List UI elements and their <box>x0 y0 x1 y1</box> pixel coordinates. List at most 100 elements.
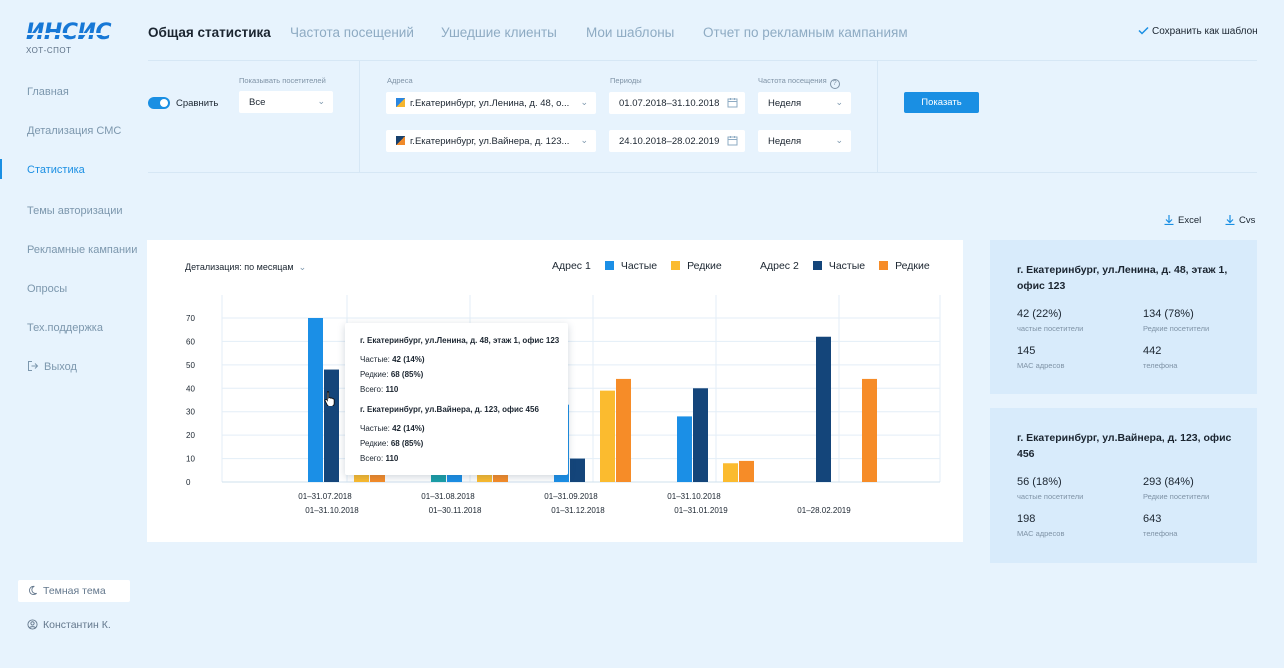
export-excel-button[interactable]: Excel <box>1164 214 1201 226</box>
compare-label: Сравнить <box>176 98 219 109</box>
card-1-frequent-caption: частые посетители <box>1017 324 1084 333</box>
tooltip-address-2: г. Екатеринбург, ул.Вайнера, д. 123, офи… <box>360 405 539 414</box>
bar-a2-frequent-4 <box>816 336 831 482</box>
export-cvs-button[interactable]: Cvs <box>1225 214 1255 226</box>
show-button[interactable]: Показать <box>904 92 979 113</box>
moon-icon <box>29 585 37 596</box>
stats-card-address-1: г. Екатеринбург, ул.Ленина, д. 48, этаж … <box>990 240 1257 394</box>
bar-a2-frequent-0 <box>324 369 339 482</box>
logout-label: Выход <box>44 361 77 373</box>
card-1-rare: 134 (78%) Редкие посетители <box>1143 308 1209 333</box>
frequency-2-select[interactable]: Неделя ⌄ <box>758 130 851 152</box>
sidebar-item-auth-themes[interactable]: Темы авторизации <box>27 205 123 217</box>
legend-address-2: Адрес 2 Частые Редкие <box>760 260 930 272</box>
legend-swatch-a2-frequent <box>812 261 822 270</box>
y-tick-label: 20 <box>186 431 195 440</box>
sidebar-item-sms-details[interactable]: Детализация СМС <box>27 125 122 137</box>
hand-cursor-icon <box>324 391 335 406</box>
tooltip-address-1: г. Екатеринбург, ул.Ленина, д. 48, этаж … <box>360 336 560 345</box>
card-2-mac-caption: МАС адресов <box>1017 529 1065 538</box>
card-1-rare-value: 134 (78%) <box>1143 308 1194 320</box>
user-profile[interactable]: Константин К. <box>27 619 111 631</box>
sidebar-item-support[interactable]: Тех.поддержка <box>27 322 103 334</box>
tab-my-templates[interactable]: Мои шаблоны <box>586 25 675 40</box>
tooltip-a2-frequent-value: 42 (14%) <box>392 424 425 433</box>
sidebar-item-logout[interactable]: Выход <box>27 360 77 373</box>
frequency-filter-label-text: Частота посещения <box>758 76 827 85</box>
tooltip-a1-total-value: 110 <box>385 385 399 394</box>
sidebar-active-marker <box>0 159 2 179</box>
bar-a2-rare-0 <box>370 474 385 482</box>
card-2-mac: 198 МАС адресов <box>1017 513 1064 538</box>
detail-select[interactable]: Детализация: по месяцам ⌄ <box>185 262 306 273</box>
address-1-select[interactable]: г.Екатеринбург, ул.Ленина, д. 48, о... ⌄ <box>386 92 596 114</box>
chevron-down-icon: ⌄ <box>580 135 588 145</box>
tab-ad-campaign-report[interactable]: Отчет по рекламным кампаниям <box>703 25 908 40</box>
x-label-period-1: 01–31.08.2018 <box>421 492 475 501</box>
address-2-color-icon <box>396 136 405 145</box>
calendar-icon[interactable] <box>727 97 738 108</box>
address-1-color-icon <box>396 98 405 107</box>
tooltip-rare-label: Редкие: <box>360 370 389 379</box>
help-icon[interactable]: ? <box>829 79 840 89</box>
period-1-input[interactable]: 01.07.2018–31.10.2018 <box>609 92 745 114</box>
card-2-phones-value: 643 <box>1143 513 1162 525</box>
tooltip-a2-frequent-row: Частые: 42 (14%) <box>360 424 568 433</box>
tooltip-a2-total-row: Всего: 110 <box>360 454 568 463</box>
address-2-select[interactable]: г.Екатеринбург, ул.Вайнера, д. 123... ⌄ <box>386 130 596 152</box>
x-label-period-2: 01–28.02.2019 <box>797 506 851 515</box>
legend-swatch-a2-rare <box>879 261 889 270</box>
card-2-frequent-caption: частые посетители <box>1017 492 1084 501</box>
chevron-down-icon: ⌄ <box>580 97 588 107</box>
compare-toggle[interactable] <box>148 97 170 109</box>
x-label-period-1: 01–31.07.2018 <box>298 492 352 501</box>
bar-a1-frequent-1 <box>431 474 446 482</box>
frequency-1-select[interactable]: Неделя ⌄ <box>758 92 851 114</box>
sidebar-item-polls[interactable]: Опросы <box>27 283 68 295</box>
card-2-frequent-value: 56 (18%) <box>1017 476 1062 488</box>
chevron-down-icon: ⌄ <box>317 96 325 106</box>
tooltip-rare-label: Редкие: <box>360 439 389 448</box>
dark-theme-label: Темная тема <box>43 585 106 597</box>
sidebar-item-statistics[interactable]: Статистика <box>27 164 85 176</box>
sidebar-item-home[interactable]: Главная <box>27 86 69 98</box>
chevron-down-icon: ⌄ <box>298 262 307 272</box>
tooltip-a2-rare-value: 68 (85%) <box>390 439 424 448</box>
bar-a2-rare-2 <box>616 378 631 482</box>
card-2-frequent: 56 (18%) частые посетители <box>1017 476 1083 501</box>
x-label-period-1: 01–31.09.2018 <box>544 492 598 501</box>
legend-address-2-title: Адрес 2 <box>760 260 799 272</box>
sidebar-item-ad-campaigns[interactable]: Рекламные кампании <box>27 244 138 256</box>
save-template-button[interactable]: Сохранить как шаблон <box>1138 26 1258 37</box>
y-tick-label: 10 <box>186 455 195 464</box>
card-2-title: г. Екатеринбург, ул.Вайнера, д. 123, офи… <box>1017 432 1232 460</box>
x-label-period-2: 01–30.11.2018 <box>429 506 482 515</box>
tooltip-a2-rare-row: Редкие: 68 (85%) <box>360 439 568 448</box>
download-icon <box>1164 215 1174 226</box>
tooltip-a1-total-row: Всего: 110 <box>360 385 568 394</box>
y-tick-label: 0 <box>186 478 191 487</box>
card-1-title: г. Екатеринбург, ул.Ленина, д. 48, этаж … <box>1017 264 1228 292</box>
chevron-down-icon: ⌄ <box>835 135 843 145</box>
legend-swatch-a1-rare <box>671 261 681 270</box>
tab-visit-frequency[interactable]: Частота посещений <box>290 25 414 40</box>
filter-top-divider <box>148 60 1257 61</box>
logout-icon <box>28 361 39 371</box>
tooltip-a1-frequent-row: Частые: 42 (14%) <box>360 355 568 364</box>
period-2-input[interactable]: 24.10.2018–28.02.2019 <box>609 130 745 152</box>
bar-a2-frequent-2 <box>570 458 585 482</box>
dark-theme-toggle[interactable]: Темная тема <box>18 580 130 602</box>
visitors-select[interactable]: Все ⌄ <box>239 91 333 113</box>
bar-a1-frequent-0 <box>308 318 323 482</box>
logo[interactable]: ИНСИС ХОТ-СПОТ <box>23 22 126 62</box>
tab-lost-clients[interactable]: Ушедшие клиенты <box>441 25 557 40</box>
calendar-icon[interactable] <box>727 135 738 146</box>
stats-card-address-2: г. Екатеринбург, ул.Вайнера, д. 123, офи… <box>990 408 1257 563</box>
card-2-phones: 643 телефона <box>1143 513 1177 538</box>
card-1-phones-caption: телефона <box>1143 361 1178 370</box>
bar-a2-frequent-1 <box>447 474 462 482</box>
frequency-1-value: Неделя <box>768 98 802 109</box>
card-1-mac-caption: МАС адресов <box>1017 361 1065 370</box>
periods-filter-label: Периоды <box>610 76 642 85</box>
tab-general-stats[interactable]: Общая статистика <box>148 25 271 40</box>
